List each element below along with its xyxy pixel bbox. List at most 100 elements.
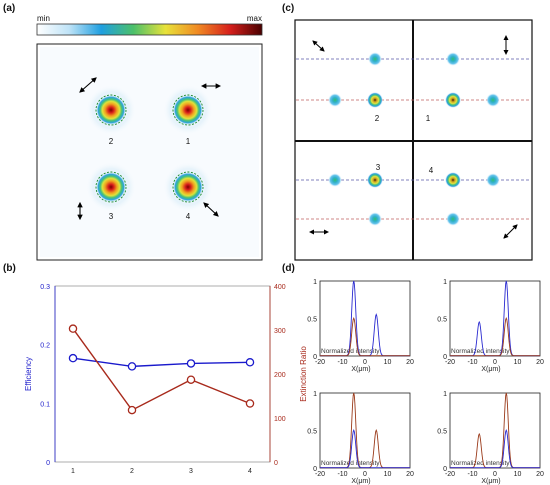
- x-axis-label: X(μm): [351, 478, 370, 485]
- spot-label: 2: [375, 114, 380, 123]
- right-axis-label: Extinction Ratio: [299, 346, 308, 402]
- right-tick-label: 200: [274, 372, 286, 379]
- subplot-frame: [319, 280, 411, 357]
- spot-weak: [486, 173, 500, 187]
- colorbar-max-label: max: [247, 14, 262, 23]
- y-axis-label: Normalized intensity: [451, 348, 510, 355]
- x-tick-label: 0: [363, 359, 367, 366]
- spot-ring: [172, 171, 204, 203]
- y-tick-label: 0.5: [307, 317, 317, 324]
- spot-1: [173, 95, 203, 125]
- spot-strong: [445, 172, 461, 188]
- profile-subplot-4: -20 -10 0 10 20 0 0.5 1 X(μm) Normalized intensit…: [437, 391, 544, 485]
- polarization-arrow: [203, 202, 219, 217]
- spot-2: [96, 95, 126, 125]
- y-axis-label: Normalized intensity: [451, 460, 510, 467]
- spot-ring: [95, 171, 127, 203]
- spot-4: [173, 172, 203, 202]
- y-tick-label: 1: [443, 279, 447, 286]
- y-axis-label: Normalized intensity: [321, 460, 380, 467]
- right-tick-label: 0: [274, 460, 278, 467]
- x-tick-label: -20: [315, 471, 325, 478]
- x-tick-label: 3: [189, 468, 193, 475]
- data-point: [186, 359, 196, 368]
- data-point: [245, 358, 255, 367]
- y-tick-label: 0: [443, 354, 447, 361]
- x-tick-label: 0: [493, 471, 497, 478]
- x-tick-label: -10: [467, 359, 477, 366]
- profile-subplot-2: -20 -10 0 10 20 0 0.5 1 X(μm) Normalized intensit…: [437, 279, 544, 373]
- y-tick-label: 0.5: [437, 429, 447, 436]
- x-tick-label: -10: [337, 471, 347, 478]
- panel-label-b: (b): [3, 263, 16, 274]
- spot-label: 4: [429, 166, 434, 175]
- x-tick-label: 20: [406, 471, 414, 478]
- profile-line-2: [450, 316, 540, 357]
- x-tick-label: -10: [337, 359, 347, 366]
- panel-a-background-glow: [40, 47, 259, 257]
- y-tick-label: 1: [443, 391, 447, 398]
- profile-subplot-3: -20 -10 0 10 20 0 0.5 1 X(μm) Normalized intensit…: [307, 391, 414, 485]
- profile-line-2: [320, 428, 410, 469]
- data-point: [127, 362, 137, 371]
- spot-weak: [446, 212, 460, 226]
- left-axis-label: Efficiency: [24, 357, 33, 391]
- panel-label-a: (a): [3, 3, 16, 14]
- spot-weak: [446, 52, 460, 66]
- spot-weak: [486, 93, 500, 107]
- right-tick-label: 300: [274, 328, 286, 335]
- polarization-arrow: [503, 224, 518, 239]
- spot-strong: [445, 92, 461, 108]
- panel-label-d: (d): [282, 263, 295, 274]
- spot-weak: [368, 52, 382, 66]
- efficiency-extinction-chart: Efficiency Extinction Ratio 1 2 3 4 0 0.1 0.2 0…: [24, 284, 308, 475]
- left-tick-label: 0.3: [40, 284, 50, 291]
- profile-subplot-1: -20 -10 0 10 20 0 0.5 1 X(μm) Normalized intensit…: [307, 279, 414, 373]
- x-tick-label: 10: [384, 471, 392, 478]
- x-tick-label: 20: [406, 359, 414, 366]
- subplot-frame: [449, 280, 541, 357]
- y-tick-label: 0: [313, 354, 317, 361]
- spot-weak: [328, 93, 342, 107]
- y-tick-label: 1: [313, 279, 317, 286]
- spot-ring: [172, 94, 204, 126]
- x-tick-label: 10: [514, 359, 522, 366]
- profile-line-2: [320, 316, 410, 357]
- x-tick-label: 0: [363, 471, 367, 478]
- spot-strong: [367, 92, 383, 108]
- data-point: [68, 353, 78, 363]
- x-tick-label: 10: [384, 359, 392, 366]
- spot-ring: [95, 94, 127, 126]
- x-tick-label: 20: [536, 471, 544, 478]
- y-axis-label: Normalized intensity: [321, 348, 380, 355]
- profile-line-2: [450, 428, 540, 469]
- y-tick-label: 1: [313, 391, 317, 398]
- x-tick-label: 20: [536, 359, 544, 366]
- spot-label: 3: [376, 163, 381, 172]
- series-line-1: [72, 357, 251, 368]
- y-tick-label: 0.5: [437, 317, 447, 324]
- panel-c-images: 2 1 3 4: [294, 19, 533, 261]
- spot-weak: [368, 212, 382, 226]
- x-tick-label: -10: [467, 471, 477, 478]
- polarization-arrow: [312, 40, 325, 52]
- subplot-frame: [449, 392, 541, 469]
- panel-label-c: (c): [282, 3, 295, 14]
- x-tick-label: 4: [248, 468, 252, 475]
- x-tick-label: -20: [445, 471, 455, 478]
- left-tick-label: 0: [46, 460, 50, 467]
- spot-label: 3: [109, 212, 114, 221]
- x-tick-label: -20: [445, 359, 455, 366]
- x-axis-label: X(μm): [351, 366, 370, 373]
- x-tick-label: 10: [514, 471, 522, 478]
- spot-3: [96, 172, 126, 202]
- polarization-arrow: [79, 77, 97, 93]
- spot-label: 1: [186, 137, 191, 146]
- x-tick-label: 1: [71, 468, 75, 475]
- left-tick-label: 0.2: [40, 343, 50, 350]
- series-line-2: [72, 328, 251, 411]
- panel-a-image: 2 1 3 4: [36, 43, 263, 261]
- colorbar: min max: [36, 14, 263, 36]
- left-tick-label: 0.1: [40, 401, 50, 408]
